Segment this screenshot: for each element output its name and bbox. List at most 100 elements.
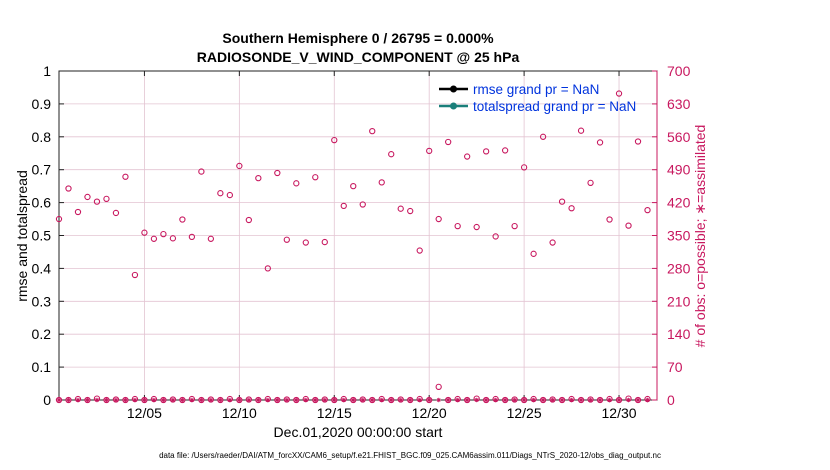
- possible-obs-point: [131, 271, 139, 279]
- assimilated-obs-point: [626, 397, 631, 403]
- possible-obs-point: [65, 396, 72, 404]
- possible-obs-point: [435, 383, 442, 390]
- y-tick-label-right: 630: [667, 96, 691, 112]
- possible-obs-point: [520, 164, 528, 171]
- assimilated-obs-point: [360, 397, 365, 403]
- assimilated-obs-point: [474, 397, 479, 403]
- legend-rmse-label: rmse grand pr = NaN: [473, 82, 599, 97]
- possible-obs-point: [179, 396, 186, 404]
- assimilated-obs-point: [275, 397, 280, 403]
- assimilated-obs-point: [493, 397, 498, 403]
- possible-obs-point: [84, 396, 91, 404]
- assimilated-obs-point: [607, 397, 612, 403]
- assimilated-obs-point: [123, 397, 128, 403]
- possible-obs-point: [388, 396, 395, 404]
- possible-obs-point: [141, 229, 148, 236]
- possible-obs-point: [93, 198, 101, 205]
- y-tick-label-left: 0.5: [32, 228, 52, 244]
- legend-spread-marker: [450, 102, 457, 110]
- possible-obs-point: [264, 265, 271, 272]
- possible-obs-point: [188, 233, 196, 241]
- possible-obs-point: [454, 222, 461, 230]
- y-tick-label-right: 420: [667, 195, 691, 211]
- assimilated-obs-point: [597, 397, 603, 403]
- assimilated-obs-point: [284, 397, 290, 403]
- assimilated-obs-point: [550, 397, 555, 403]
- possible-obs-point: [179, 216, 186, 223]
- possible-obs-point: [122, 396, 129, 404]
- assimilated-obs-point: [294, 397, 299, 403]
- possible-obs-point: [445, 138, 452, 146]
- possible-obs-point: [435, 215, 442, 223]
- possible-obs-point: [464, 396, 471, 404]
- possible-obs-point: [207, 235, 215, 242]
- assimilated-obs-point: [588, 397, 593, 403]
- possible-obs-point: [577, 127, 585, 134]
- possible-obs-point: [293, 396, 300, 404]
- possible-obs-point: [416, 247, 423, 254]
- y-tick-label-left: 1: [43, 63, 51, 79]
- assimilated-obs-point: [85, 397, 90, 403]
- possible-obs-point: [84, 193, 91, 201]
- y-tick-label-right: 350: [667, 228, 691, 244]
- possible-obs-point: [568, 205, 575, 212]
- possible-obs-point: [511, 222, 518, 230]
- y-axis-label-right: # of obs: o=possible; ∗=assimilated: [692, 125, 708, 348]
- possible-obs-point: [482, 148, 490, 155]
- possible-obs-point: [558, 396, 566, 404]
- assimilated-obs-point: [408, 397, 413, 403]
- assimilated-obs-point: [265, 397, 271, 403]
- y-tick-label-right: 210: [667, 293, 691, 309]
- assimilated-obs-point: [417, 397, 422, 403]
- assimilated-obs-point: [208, 397, 214, 403]
- possible-obs-point: [112, 209, 120, 217]
- assimilated-obs-point: [370, 397, 375, 403]
- x-tick-label: 12/25: [507, 405, 542, 421]
- assimilated-obs-point: [645, 397, 650, 403]
- possible-obs-point: [169, 235, 177, 242]
- assimilated-obs-point: [398, 397, 403, 403]
- legend-spread-label: totalspread grand pr = NaN: [473, 99, 636, 114]
- y-tick-label-right: 490: [667, 162, 691, 178]
- possible-obs-point: [274, 169, 281, 177]
- possible-obs-point: [160, 396, 167, 404]
- assimilated-obs-point: [142, 397, 147, 403]
- assimilated-obs-point: [180, 397, 185, 403]
- assimilated-obs-point: [161, 397, 166, 403]
- possible-obs-point: [407, 396, 414, 404]
- possible-obs-point: [103, 195, 110, 202]
- possible-obs-point: [492, 233, 499, 240]
- y-tick-label-right: 560: [667, 129, 691, 145]
- ticks: 12/05 12/10 12/15 12/20 12/25 12/30 0 0.1 0.2 0.3…: [32, 63, 691, 421]
- possible-obs-point: [464, 153, 471, 160]
- y-tick-label-left: 0.2: [32, 326, 52, 342]
- assimilated-obs-point: [94, 397, 100, 403]
- possible-obs-point: [350, 182, 357, 190]
- possible-obs-point: [539, 396, 547, 404]
- assimilated-obs-point: [237, 397, 242, 403]
- assimilated-obs-point: [436, 397, 441, 403]
- possible-obs-point: [283, 236, 290, 243]
- y-tick-label-left: 0.6: [32, 195, 52, 211]
- possible-obs-point: [426, 396, 433, 404]
- possible-obs-point: [369, 396, 376, 404]
- possible-obs-point: [331, 396, 338, 404]
- possible-obs-point: [530, 250, 537, 257]
- possible-obs-point: [160, 230, 167, 238]
- possible-obs-point: [122, 173, 129, 180]
- assimilated-obs-point: [199, 397, 204, 403]
- assimilated-obs-point: [218, 397, 223, 403]
- assimilated-obs-point: [389, 397, 394, 403]
- possible-obs-point: [255, 396, 262, 404]
- assimilated-obs-point: [351, 397, 356, 403]
- assimilated-obs-point: [104, 397, 109, 403]
- possible-obs-point: [558, 198, 566, 205]
- assimilated-obs-point: [132, 397, 138, 403]
- possible-obs-point: [501, 396, 509, 404]
- possible-obs-point: [65, 185, 72, 192]
- possible-obs-point: [397, 205, 404, 212]
- y-tick-label-right: 700: [667, 63, 691, 79]
- possible-obs-point: [473, 223, 480, 231]
- y-tick-label-left: 0.1: [32, 359, 52, 375]
- chart-title-line1: Southern Hemisphere 0 / 26795 = 0.000%: [222, 30, 494, 46]
